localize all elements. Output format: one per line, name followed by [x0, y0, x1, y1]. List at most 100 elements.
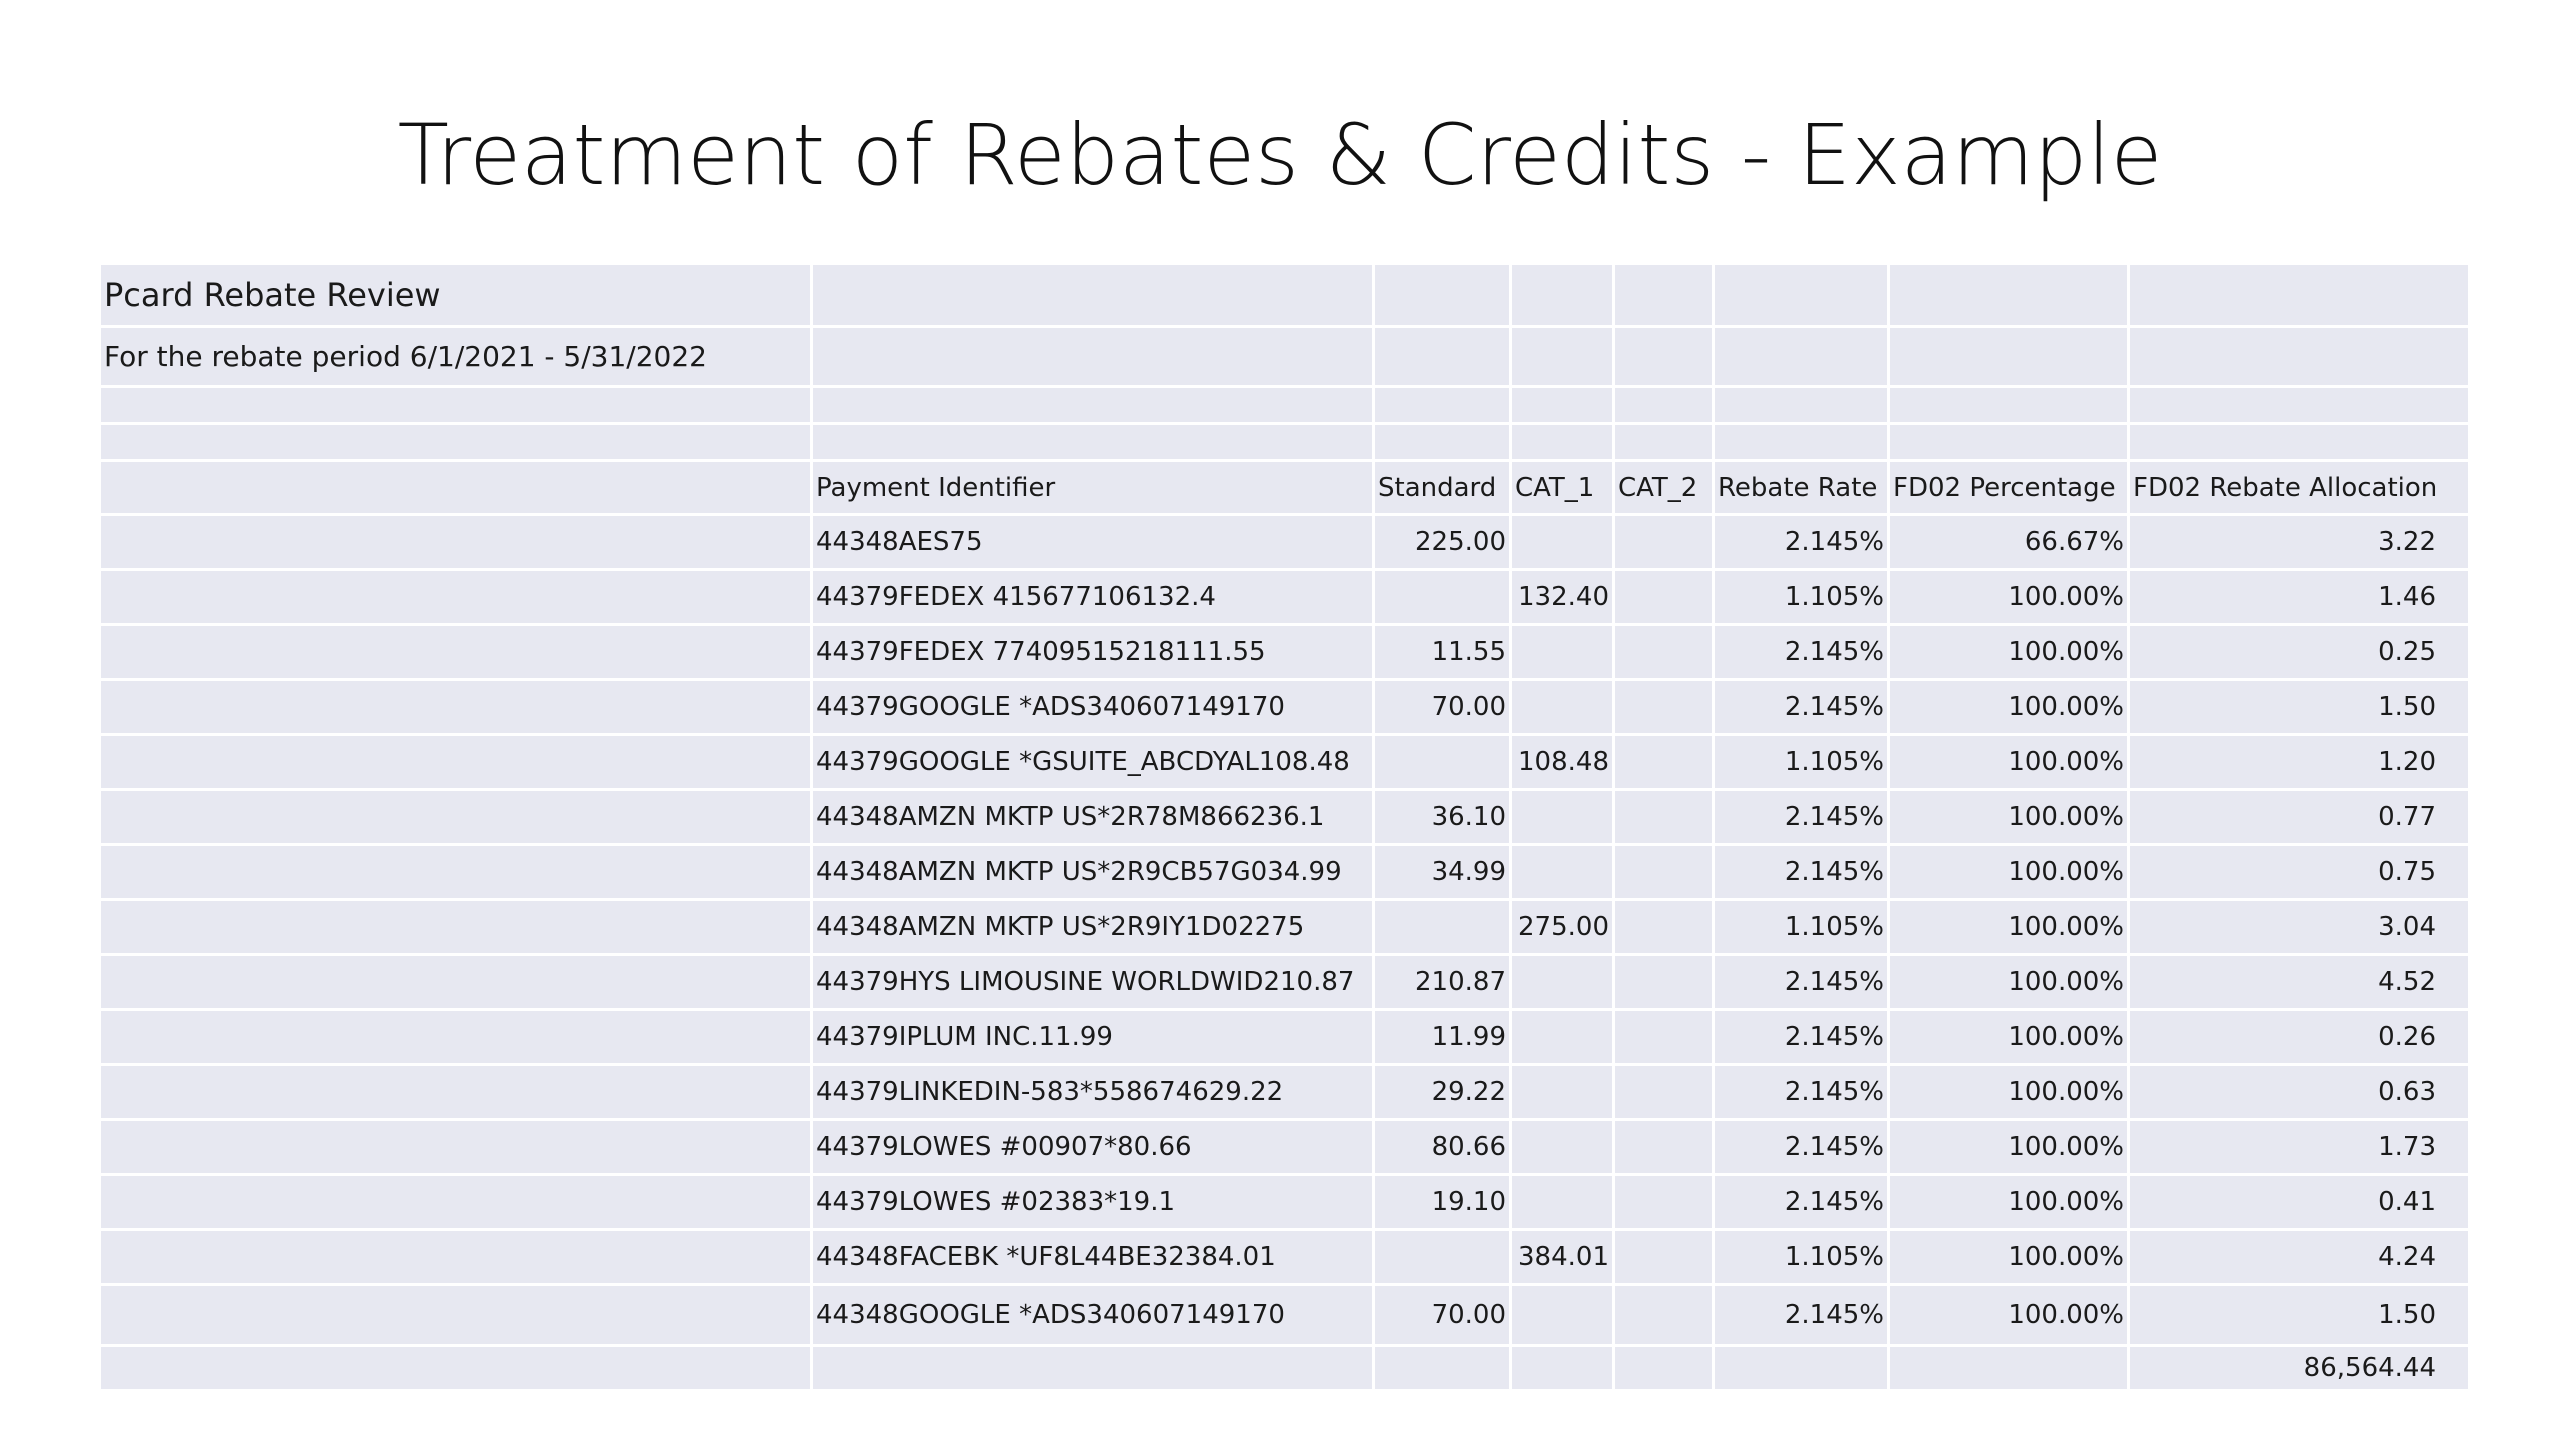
payment-identifier-cell: 44348FACEBK *UF8L44BE32384.01 [810, 1228, 1375, 1286]
cat-2-cell [1612, 733, 1715, 791]
col-header-cat-1: CAT_1 [1509, 459, 1615, 516]
cat-1-cell [1509, 1283, 1615, 1347]
fd02-rebate-allocation-cell: 0.63 [2127, 1063, 2471, 1121]
empty-cell [1612, 1344, 1715, 1392]
empty-cell [98, 385, 813, 425]
empty-cell [98, 513, 813, 571]
cat-2-cell [1612, 898, 1715, 956]
empty-cell [1612, 325, 1715, 388]
cat-1-cell [1509, 1008, 1615, 1066]
fd02-rebate-allocation-cell: 1.50 [2127, 1283, 2471, 1347]
table-row: 44379LOWES #02383*19.1 19.10 2.145% 100.00%… [98, 1173, 2471, 1231]
empty-cell [1372, 262, 1512, 328]
standard-cell [1372, 733, 1512, 791]
fd02-rebate-allocation-cell: 4.24 [2127, 1228, 2471, 1286]
standard-cell: 225.00 [1372, 513, 1512, 571]
fd02-percentage-cell: 100.00% [1887, 788, 2130, 846]
rebate-rate-cell: 2.145% [1712, 788, 1890, 846]
standard-cell: 29.22 [1372, 1063, 1512, 1121]
cat-2-cell [1612, 1283, 1715, 1347]
empty-cell [98, 1008, 813, 1066]
table-row: 44348GOOGLE *ADS340607149170 70.00 2.145% 1… [98, 1283, 2471, 1347]
empty-cell [810, 325, 1375, 388]
cat-1-cell [1509, 1063, 1615, 1121]
fd02-rebate-allocation-cell: 0.77 [2127, 788, 2471, 846]
col-header-fd02-percentage: FD02 Percentage [1887, 459, 2130, 516]
rebate-rate-cell: 2.145% [1712, 1063, 1890, 1121]
rebate-rate-cell: 2.145% [1712, 623, 1890, 681]
standard-cell: 34.99 [1372, 843, 1512, 901]
rebate-rate-cell: 2.145% [1712, 1008, 1890, 1066]
col-header-payment-identifier: Payment Identifier [810, 459, 1375, 516]
rebate-table-body: Pcard Rebate Review For the rebate perio… [98, 262, 2471, 1392]
payment-identifier-cell: 44379GOOGLE *ADS340607149170 [810, 678, 1375, 736]
col-header-standard: Standard [1372, 459, 1512, 516]
fd02-rebate-allocation-cell: 0.26 [2127, 1008, 2471, 1066]
empty-cell [98, 898, 813, 956]
fd02-rebate-allocation-cell: 1.46 [2127, 568, 2471, 626]
cat-2-cell [1612, 953, 1715, 1011]
empty-cell [98, 459, 813, 516]
fd02-percentage-cell: 100.00% [1887, 1228, 2130, 1286]
empty-cell [1612, 262, 1715, 328]
empty-cell [1509, 385, 1615, 425]
empty-cell [1712, 262, 1890, 328]
empty-cell [2127, 385, 2471, 425]
cat-2-cell [1612, 1063, 1715, 1121]
rebate-rate-cell: 1.105% [1712, 733, 1890, 791]
table-row: 44348AES75 225.00 2.145% 66.67% 3.22 [98, 513, 2471, 571]
payment-identifier-cell: 44348AMZN MKTP US*2R78M866236.1 [810, 788, 1375, 846]
empty-cell [1509, 1344, 1615, 1392]
cat-2-cell [1612, 568, 1715, 626]
standard-cell [1372, 568, 1512, 626]
payment-identifier-cell: 44348AMZN MKTP US*2R9CB57G034.99 [810, 843, 1375, 901]
cat-2-cell [1612, 513, 1715, 571]
cat-1-cell: 108.48 [1509, 733, 1615, 791]
empty-cell [1887, 325, 2130, 388]
empty-cell [98, 568, 813, 626]
empty-cell [98, 1063, 813, 1121]
cat-2-cell [1612, 678, 1715, 736]
fd02-percentage-cell: 100.00% [1887, 953, 2130, 1011]
fd02-percentage-cell: 100.00% [1887, 898, 2130, 956]
cat-1-cell: 132.40 [1509, 568, 1615, 626]
rebate-rate-cell: 2.145% [1712, 843, 1890, 901]
fd02-rebate-allocation-cell: 0.75 [2127, 843, 2471, 901]
empty-cell [1712, 422, 1890, 462]
payment-identifier-cell: 44379IPLUM INC.11.99 [810, 1008, 1375, 1066]
table-row: 44379GOOGLE *GSUITE_ABCDYAL108.48 108.48 1… [98, 733, 2471, 791]
payment-identifier-cell: 44379LOWES #00907*80.66 [810, 1118, 1375, 1176]
table-row: 44348FACEBK *UF8L44BE32384.01 384.01 1.105… [98, 1228, 2471, 1286]
blank-row [98, 385, 2471, 425]
rebate-rate-cell: 1.105% [1712, 1228, 1890, 1286]
standard-cell: 70.00 [1372, 678, 1512, 736]
cat-2-cell [1612, 1228, 1715, 1286]
empty-cell [810, 1344, 1375, 1392]
slide-title: Treatment of Rebates & Credits - Example [397, 106, 2163, 204]
sheet-heading: Pcard Rebate Review [98, 262, 813, 328]
cat-2-cell [1612, 788, 1715, 846]
empty-cell [98, 1283, 813, 1347]
empty-cell [1509, 422, 1615, 462]
col-header-cat-2: CAT_2 [1612, 459, 1715, 516]
empty-cell [2127, 422, 2471, 462]
empty-cell [1887, 1344, 2130, 1392]
empty-cell [98, 1173, 813, 1231]
empty-cell [810, 262, 1375, 328]
empty-cell [1887, 385, 2130, 425]
payment-identifier-cell: 44379LOWES #02383*19.1 [810, 1173, 1375, 1231]
rebate-period: For the rebate period 6/1/2021 - 5/31/20… [98, 325, 813, 388]
cat-1-cell [1509, 623, 1615, 681]
standard-cell: 19.10 [1372, 1173, 1512, 1231]
rebate-rate-cell: 2.145% [1712, 1118, 1890, 1176]
blank-row [98, 422, 2471, 462]
cat-1-cell [1509, 953, 1615, 1011]
fd02-rebate-allocation-cell: 1.50 [2127, 678, 2471, 736]
empty-cell [1372, 385, 1512, 425]
cat-1-cell [1509, 843, 1615, 901]
table-row: 44348AMZN MKTP US*2R78M866236.1 36.10 2.14… [98, 788, 2471, 846]
table-row: 44379HYS LIMOUSINE WORLDWID210.87 210.87 2… [98, 953, 2471, 1011]
rebate-table: Pcard Rebate Review For the rebate perio… [98, 262, 2471, 1392]
payment-identifier-cell: 44379GOOGLE *GSUITE_ABCDYAL108.48 [810, 733, 1375, 791]
fd02-percentage-cell: 100.00% [1887, 1063, 2130, 1121]
